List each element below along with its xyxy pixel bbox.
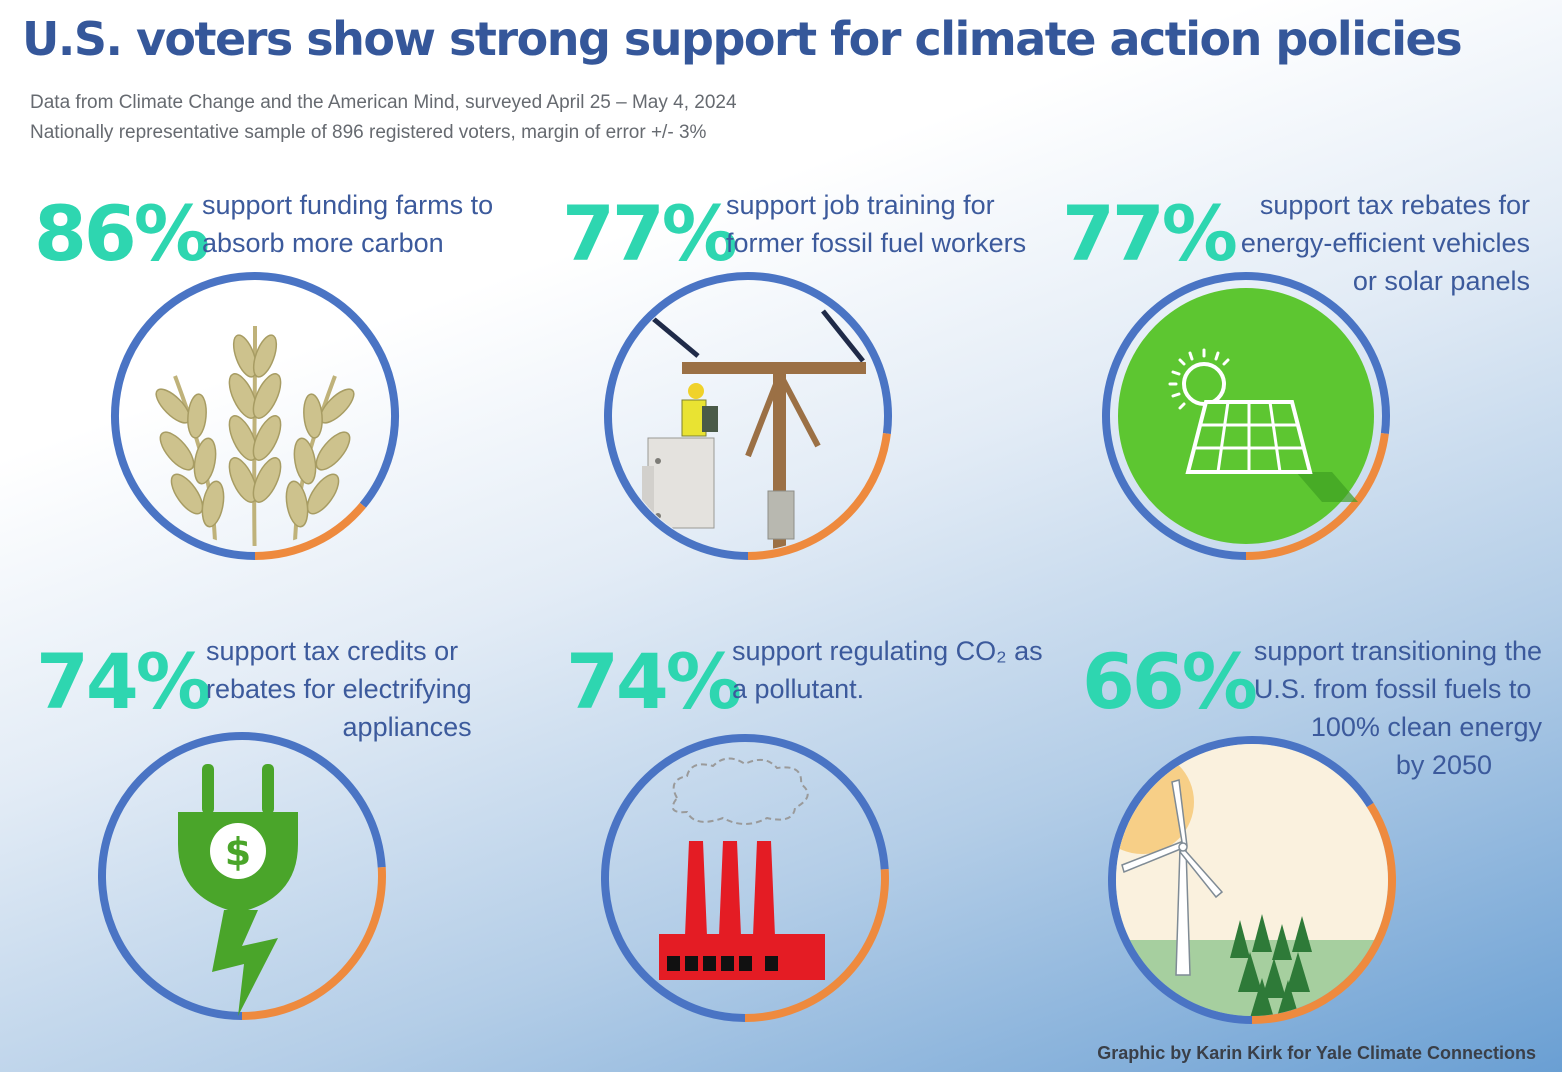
description-5-line: a pollutant.	[732, 674, 865, 704]
support-arc	[601, 734, 889, 1022]
utility-worker-icon	[636, 304, 866, 551]
ring-4: $	[98, 732, 386, 1020]
remainder-arc	[747, 433, 891, 560]
description-6-line: U.S. from fossil fuels to	[1253, 674, 1532, 704]
wheat-icon	[155, 325, 355, 546]
description-4-line: rebates for electrifying	[206, 674, 472, 704]
percent-4: 74%	[36, 637, 212, 726]
subtitle-source: Data from Climate Change and the America…	[30, 92, 737, 113]
support-arc	[111, 272, 399, 560]
description-4-line: appliances	[342, 712, 472, 742]
description-2-line: support job training for	[726, 190, 995, 220]
ring-1	[111, 272, 399, 560]
support-arc	[1102, 272, 1390, 560]
percent-3: 77%	[1062, 189, 1238, 278]
ring-6	[1108, 736, 1396, 1024]
credit-line: Graphic by Karin Kirk for Yale Climate C…	[1097, 1043, 1536, 1063]
description-2: support job training for former fossil f…	[726, 186, 1026, 262]
support-arc	[604, 272, 892, 560]
percent-6: 66%	[1082, 637, 1258, 726]
solar-panel-icon	[1118, 288, 1374, 544]
description-1: support funding farms to absorb more car…	[202, 186, 493, 262]
remainder-arc	[254, 502, 366, 560]
page-title: U.S. voters show strong support for clim…	[22, 12, 1463, 66]
support-arc	[98, 732, 386, 1020]
percent-2: 77%	[562, 189, 738, 278]
ring-3	[1102, 272, 1390, 560]
remainder-arc	[241, 866, 386, 1020]
remainder-arc	[744, 868, 889, 1022]
remainder-arc	[1251, 802, 1396, 1024]
percent-1: 86%	[34, 189, 210, 278]
description-3-line: support tax rebates for	[1259, 190, 1530, 220]
factory-icon	[659, 757, 825, 980]
description-5-line: support regulating CO₂ as	[732, 636, 1043, 666]
description-1-line: support funding farms to	[202, 190, 494, 220]
svg-text:$: $	[225, 830, 251, 874]
wind-turbine-icon	[1116, 744, 1388, 1016]
description-5: support regulating CO₂ as a pollutant.	[732, 632, 1043, 708]
description-6: support transitioning the U.S. from foss…	[1254, 632, 1542, 784]
electric-plug-icon: $	[178, 764, 298, 1016]
description-3: support tax rebates for energy-efficient…	[1241, 186, 1530, 300]
percent-5: 74%	[566, 637, 742, 726]
description-6-line: 100% clean energy	[1310, 712, 1542, 742]
description-4-line: support tax credits or	[206, 636, 459, 666]
subtitle-sample: Nationally representative sample of 896 …	[30, 122, 707, 143]
ring-2	[604, 272, 892, 560]
description-4: support tax credits or rebates for elect…	[206, 632, 472, 746]
ring-5	[601, 734, 889, 1022]
remainder-arc	[1245, 433, 1389, 560]
description-6-line: support transitioning the	[1253, 636, 1542, 666]
support-arc	[1108, 736, 1374, 1024]
description-3-line: or solar panels	[1352, 266, 1530, 296]
description-3-line: energy-efficient vehicles	[1240, 228, 1530, 258]
description-1-line: absorb more carbon	[202, 228, 444, 258]
description-2-line: former fossil fuel workers	[726, 228, 1027, 258]
description-6-line: by 2050	[1395, 750, 1492, 780]
